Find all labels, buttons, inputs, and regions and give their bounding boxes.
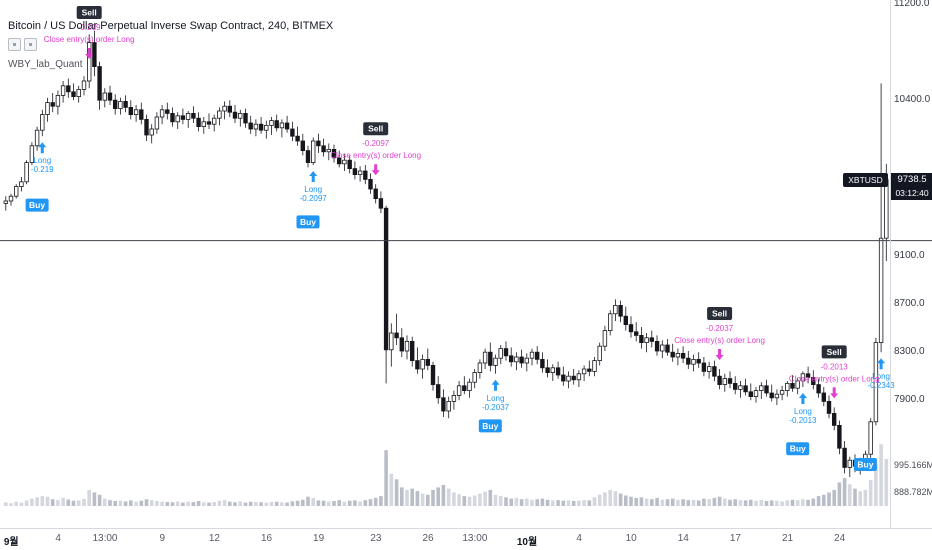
time-axis-label: 14 <box>677 533 689 544</box>
candles-layer <box>3 30 889 477</box>
svg-text:-0.2097: -0.2097 <box>300 194 328 203</box>
svg-text:-0.2343: -0.2343 <box>868 381 896 390</box>
close-down-arrow-icon <box>830 387 839 399</box>
legend-eye-icon[interactable] <box>8 38 21 51</box>
sell-marker: Sell -0.2037 Close entry(s) order Long <box>674 307 765 360</box>
time-axis-label: 9 <box>159 533 166 544</box>
svg-text:Long: Long <box>794 407 812 416</box>
svg-text:Close entry(s) order Long: Close entry(s) order Long <box>330 151 421 160</box>
buy-marker: Long-0.2013 Buy <box>786 393 817 456</box>
buy-marker: Long-0.219 Buy <box>25 142 54 212</box>
close-down-arrow-icon <box>715 349 724 360</box>
price-axis-label: 8300.0 <box>894 346 925 358</box>
svg-text:Close entry(s) order Long: Close entry(s) order Long <box>674 336 765 345</box>
svg-text:Sell: Sell <box>827 347 842 357</box>
sell-marker: Sell -0.2097 Close entry(s) order Long <box>330 122 421 176</box>
time-axis-label: 4 <box>55 533 61 544</box>
volume-axis-label: 995.166M <box>894 460 932 470</box>
price-axis-label: 10400.0 <box>894 94 931 106</box>
svg-text:-0.2013: -0.2013 <box>821 362 849 371</box>
svg-text:-0.219: -0.219 <box>31 165 54 174</box>
symbol-chip: XBTUSD <box>843 172 888 187</box>
time-axis-label: 10 <box>625 533 637 544</box>
chart-legend: Bitcoin / US Dollar Perpetual Inverse Sw… <box>8 20 333 70</box>
time-axis-label: 10월 <box>516 537 538 548</box>
price-axis-label: 11200.0 <box>894 0 930 10</box>
buy-marker: Long-0.2343 Buy <box>853 358 896 471</box>
time-axis-label: 13:00 <box>92 533 118 544</box>
long-up-arrow-icon <box>309 171 318 182</box>
time-axis-label: 12 <box>208 533 220 544</box>
sell-marker: Sell -0.219 Close entry(s) order Long <box>44 6 135 59</box>
svg-text:Sell: Sell <box>368 124 383 134</box>
legend-eye-icon-glyph <box>13 43 16 46</box>
svg-text:Buy: Buy <box>790 444 806 454</box>
buy-marker: Long-0.2037 Buy <box>478 379 510 433</box>
legend-icon-row <box>8 38 333 51</box>
time-axis-label: 23 <box>370 533 382 544</box>
time-axis-label: 13:00 <box>462 533 488 544</box>
svg-text:-0.2097: -0.2097 <box>362 139 390 148</box>
svg-text:Long: Long <box>487 394 505 403</box>
time-axis-label: 21 <box>781 533 794 544</box>
svg-text:Close entry(s) order Long: Close entry(s) order Long <box>44 35 135 44</box>
legend-more-icon-glyph <box>29 43 32 46</box>
svg-text:-0.2013: -0.2013 <box>789 416 817 425</box>
close-down-arrow-icon <box>85 48 94 59</box>
time-axis-label: 16 <box>260 533 273 544</box>
time-axis[interactable]: 9월 4 13:00 9 12 16 19 23 26 13:00 10월 4 10 14 17 21 24 <box>0 528 932 550</box>
time-axis-label: 4 <box>576 533 582 544</box>
svg-text:-0.2037: -0.2037 <box>482 403 510 412</box>
time-axis-label: 17 <box>729 533 741 544</box>
svg-text:Buy: Buy <box>29 200 45 210</box>
strategy-name[interactable]: WBY_lab_Quant <box>8 59 83 70</box>
svg-text:-0.219: -0.219 <box>78 23 101 32</box>
time-axis-label: 26 <box>422 533 434 544</box>
price-axis-label: 8700.0 <box>894 298 925 310</box>
price-axis-label: 7900.0 <box>894 394 925 406</box>
last-price-badge: 9738.5 <box>891 172 932 187</box>
symbol-description[interactable]: Bitcoin / US Dollar Perpetual Inverse Sw… <box>8 20 334 32</box>
svg-text:Sell: Sell <box>712 309 727 319</box>
price-axis[interactable]: 9738.5 03:12:40 11200.0 10400.0 9100.0 8700… <box>890 0 932 528</box>
svg-text:-0.2037: -0.2037 <box>706 324 734 333</box>
long-up-arrow-icon <box>491 379 500 391</box>
price-axis-label: 9100.0 <box>894 250 925 262</box>
candle-countdown-badge: 03:12:40 <box>891 186 932 200</box>
svg-text:Buy: Buy <box>857 460 873 470</box>
svg-text:Buy: Buy <box>300 217 316 227</box>
buy-marker: Long-0.2097 Buy <box>296 171 328 229</box>
svg-text:Long: Long <box>33 156 51 165</box>
time-axis-label: 24 <box>834 533 846 544</box>
long-up-arrow-icon <box>798 393 807 404</box>
time-axis-label: 9월 <box>3 537 19 548</box>
volume-layer <box>4 444 889 507</box>
sell-marker: Sell -0.2013 Close entry(s) order Long <box>789 345 880 399</box>
legend-more-icon[interactable] <box>24 38 37 51</box>
svg-text:Long: Long <box>872 372 890 381</box>
long-up-arrow-icon <box>38 142 47 154</box>
close-down-arrow-icon <box>371 164 380 176</box>
svg-text:Sell: Sell <box>82 8 97 18</box>
long-up-arrow-icon <box>877 358 886 370</box>
svg-text:Close entry(s) order Long: Close entry(s) order Long <box>789 374 880 383</box>
svg-text:Buy: Buy <box>482 421 498 431</box>
svg-text:Long: Long <box>304 185 322 194</box>
volume-axis-label: 888.782M <box>894 487 932 497</box>
time-axis-label: 19 <box>313 533 325 544</box>
